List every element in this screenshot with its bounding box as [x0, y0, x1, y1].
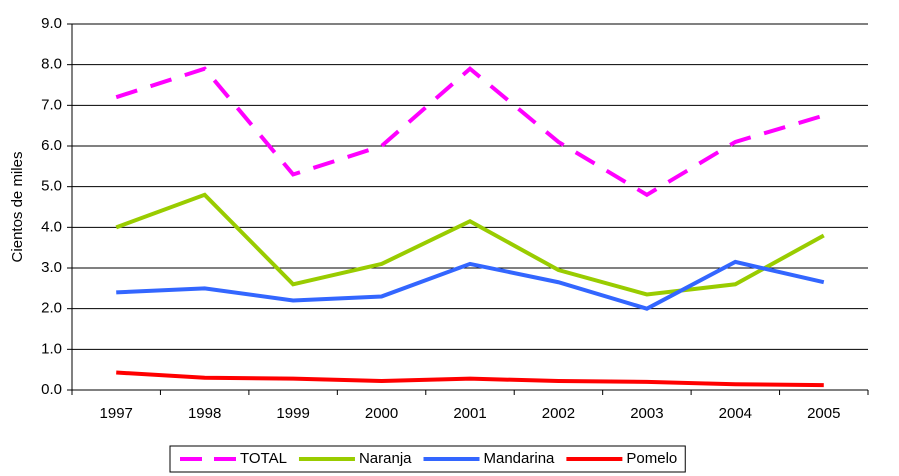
- y-tick-label: 3.0: [41, 259, 62, 276]
- legend-label: Naranja: [359, 450, 412, 467]
- series-line: [115, 66, 825, 198]
- y-tick-label: 5.0: [41, 178, 62, 195]
- y-tick-label: 9.0: [41, 15, 62, 32]
- y-tick-label: 0.0: [41, 381, 62, 398]
- legend-label: TOTAL: [240, 450, 287, 467]
- y-tick-label: 4.0: [41, 218, 62, 235]
- y-axis-label: Cientos de miles: [9, 152, 26, 263]
- series-line: [116, 370, 824, 388]
- y-tick-label: 2.0: [41, 300, 62, 317]
- x-tick-label: 1997: [100, 405, 133, 422]
- legend-label: Pomelo: [626, 450, 677, 467]
- x-tick-label: 2004: [719, 405, 752, 422]
- y-tick-label: 8.0: [41, 56, 62, 73]
- series-line: [116, 259, 825, 311]
- y-tick-label: 6.0: [41, 137, 62, 154]
- x-tick-label: 2002: [542, 405, 575, 422]
- y-tick-label: 1.0: [41, 340, 62, 357]
- legend: TOTAL Naranja Mandarina Pomelo: [169, 445, 686, 473]
- x-tick-label: 1998: [188, 405, 221, 422]
- x-tick-label: 2001: [453, 405, 486, 422]
- x-tick-label: 2000: [365, 405, 398, 422]
- x-tick-label: 2003: [630, 405, 663, 422]
- x-tick-label: 2005: [807, 405, 840, 422]
- legend-label: Mandarina: [484, 450, 556, 467]
- y-tick-label: 7.0: [41, 96, 62, 113]
- x-tick-label: 1999: [276, 405, 309, 422]
- series-line: [115, 192, 825, 297]
